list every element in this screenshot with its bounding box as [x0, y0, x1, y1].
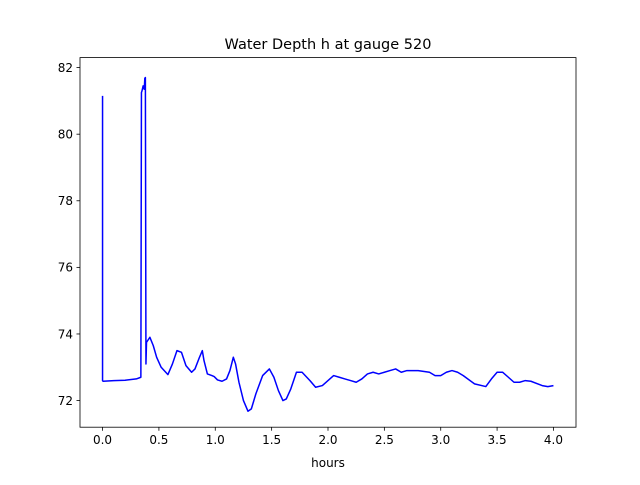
- chart-title: Water Depth h at gauge 520: [225, 37, 432, 53]
- x-tick-label: 1.5: [262, 433, 281, 447]
- x-tick-label: 2.0: [318, 433, 337, 447]
- y-tick-label: 74: [58, 327, 73, 341]
- y-tick-label: 80: [58, 127, 73, 141]
- y-tick-label: 78: [58, 194, 73, 208]
- x-tick-label: 0.5: [149, 433, 168, 447]
- x-axis-title: hours: [311, 456, 345, 470]
- y-tick-label: 82: [58, 61, 73, 75]
- y-tick-label: 72: [58, 394, 73, 408]
- x-tick-label: 3.5: [488, 433, 507, 447]
- x-tick-label: 2.5: [375, 433, 394, 447]
- x-tick-label: 0.0: [93, 433, 112, 447]
- x-tick-label: 3.0: [431, 433, 450, 447]
- x-tick-label: 1.0: [206, 433, 225, 447]
- y-tick-label: 76: [58, 261, 73, 275]
- x-tick-label: 4.0: [544, 433, 563, 447]
